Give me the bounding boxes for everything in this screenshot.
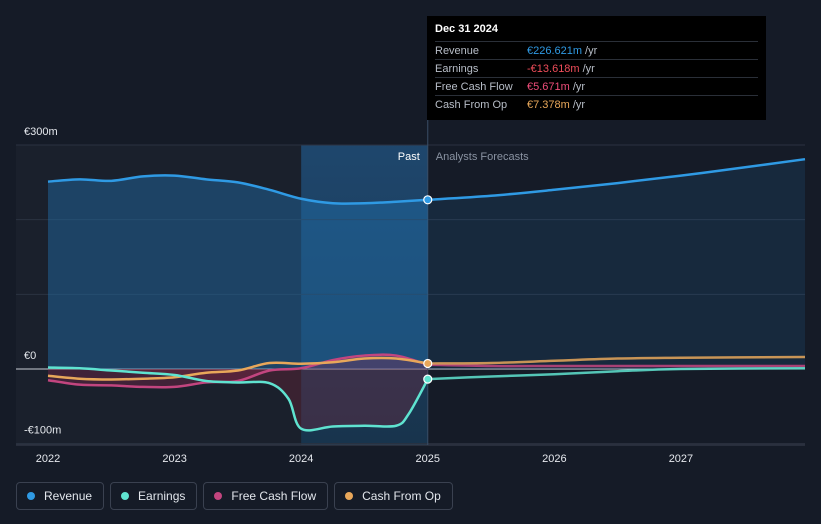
chart-background [16,145,428,445]
x-tick-label: 2023 [162,453,186,465]
y-axis-label: €300m [24,126,58,138]
tooltip-unit: /yr [585,44,598,57]
tooltip-row: Free Cash Flow €5.671m/yr [435,77,758,95]
earnings-line-past [47,366,429,432]
tooltip: Dec 31 2024 Revenue €226.621m/yr Earnings -… [427,16,766,120]
tooltip-label: Earnings [435,62,479,75]
x-tick-label: 2026 [542,453,566,465]
x-tick-label: 2024 [289,453,313,465]
legend-item-earnings[interactable]: Earnings [110,482,198,510]
free-cash-flow-line-past [47,353,429,389]
legend-label: Cash From Op [362,489,441,503]
legend-label: Earnings [138,489,186,503]
free-cash-flow-line-forecast [427,363,805,368]
cash-from-op-line-past [47,356,428,381]
revenue-forecast-area [427,159,805,369]
series-layer [47,157,806,432]
x-tick-label: 2025 [416,453,440,465]
tooltip-row: Cash From Op €7.378m/yr [435,95,758,113]
x-tick-label: 2022 [36,453,60,465]
legend-dot-icon [214,492,223,500]
tooltip-date: Dec 31 2024 [435,23,498,35]
tooltip-row: Revenue €226.621m/yr [435,41,758,59]
tooltip-value: €226.621m [527,44,583,57]
legend-item-revenue[interactable]: Revenue [16,482,105,510]
legend-item-cash-from-op[interactable]: Cash From Op [334,482,453,510]
y-axis-label: -€100m [24,425,61,437]
tooltip-value: €7.378m [527,98,570,111]
cash-from-op-marker [423,358,433,369]
past-label: Past [398,151,420,163]
highlight-band [301,145,428,445]
earnings-area [48,367,428,431]
legend-dot-icon [345,492,354,500]
earnings-marker [423,374,433,384]
tooltip-unit: /yr [572,80,586,93]
tooltip-value: -€13.618m [527,62,580,75]
revenue-area [48,175,428,369]
legend-item-free-cash-flow[interactable]: Free Cash Flow [203,482,329,510]
axis-labels: €300m €0 -€100m 2022 2023 2024 2025 2026 2027 Pas… [24,126,693,465]
earnings-line-forecast [427,367,806,381]
cash-from-op-line-forecast [427,355,806,365]
x-tick-label: 2027 [669,453,693,465]
tooltip-label: Revenue [435,44,480,57]
revenue-line-forecast [427,157,806,202]
legend-dot-icon [27,492,35,500]
legend-label: Revenue [44,489,93,503]
revenue-marker [423,195,433,205]
tooltip-row: Earnings -€13.618m/yr [435,59,758,77]
tooltip-unit: /yr [582,62,595,75]
forecast-label: Analysts Forecasts [436,151,529,163]
legend: Revenue Earnings Free Cash Flow Cash From O… [16,482,453,512]
tooltip-value: €5.671m [527,80,570,93]
tooltip-rows: Revenue €226.621m/yr Earnings -€13.618m/yr F… [435,41,758,113]
tooltip-label: Cash From Op [435,98,508,111]
y-axis-label: €0 [24,350,36,362]
revenue-line-past [47,174,428,205]
tooltip-label: Free Cash Flow [435,80,513,93]
legend-label: Free Cash Flow [231,489,317,503]
legend-dot-icon [121,492,130,500]
tooltip-unit: /yr [572,98,586,111]
